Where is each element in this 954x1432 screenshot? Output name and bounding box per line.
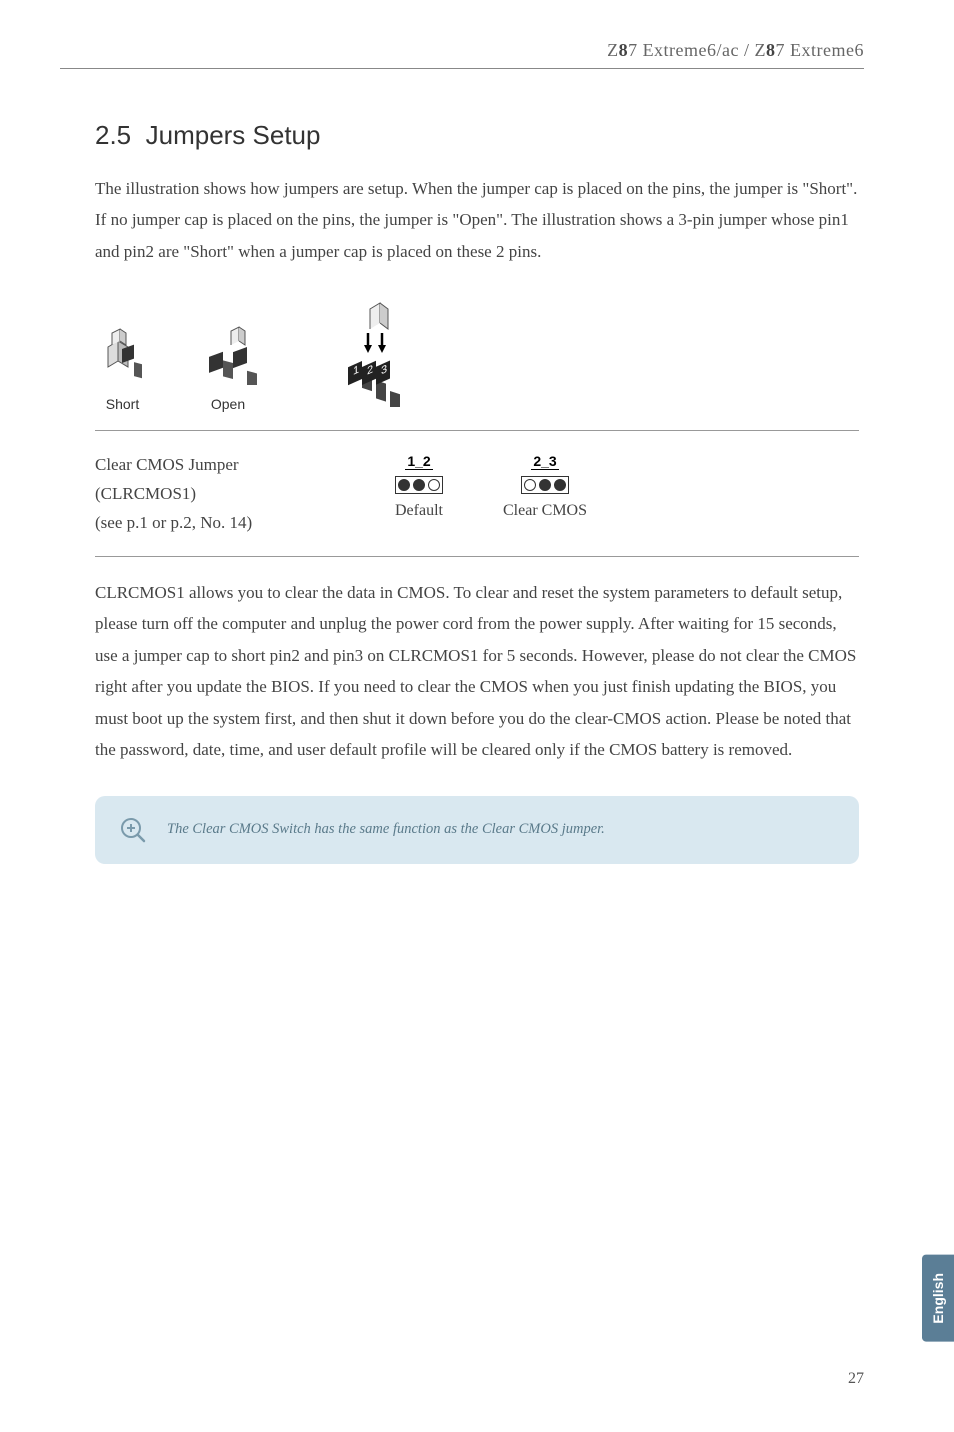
table-bottom-rule: [95, 556, 859, 557]
magnify-plus-icon: [119, 816, 147, 844]
body-paragraph-2: CLRCMOS1 allows you to clear the data in…: [95, 577, 859, 766]
open-label: Open: [198, 396, 258, 412]
pin-2-filled: [413, 479, 425, 491]
default-pin-diagram: 1_2 Default: [395, 453, 443, 520]
default-pin-header: 1_2: [405, 453, 432, 470]
header-rule: [60, 68, 864, 69]
pin-2-filled-b: [539, 479, 551, 491]
jumper-short-icon: [95, 315, 150, 385]
note-callout: The Clear CMOS Switch has the same funct…: [95, 796, 859, 864]
clear-pin-diagram: 2_3 Clear CMOS: [503, 453, 587, 520]
jumper-illustration-row: Short Open: [95, 297, 859, 412]
pin-3-filled: [554, 479, 566, 491]
table-top-rule: [95, 430, 859, 431]
jumper-numbered-icon: 1 2 3: [336, 297, 416, 407]
default-caption: Default: [395, 502, 443, 520]
default-pin-box: [395, 476, 443, 494]
jumper-numbered-block: 1 2 3: [336, 297, 416, 412]
intro-paragraph: The illustration shows how jumpers are s…: [95, 173, 859, 267]
short-label: Short: [95, 396, 150, 412]
jumper-page-ref: (see p.1 or p.2, No. 14): [95, 509, 395, 538]
pin-1-empty: [524, 479, 536, 491]
jumper-open-icon: [198, 315, 258, 385]
clear-pin-box: [521, 476, 569, 494]
jumper-ref: (CLRCMOS1): [95, 480, 395, 509]
jumper-pin-diagrams: 1_2 Default 2_3: [395, 451, 587, 520]
jumper-short-block: Short: [95, 315, 150, 412]
jumper-info-row: Clear CMOS Jumper (CLRCMOS1) (see p.1 or…: [95, 451, 859, 538]
jumper-name: Clear CMOS Jumper: [95, 451, 395, 480]
jumper-open-block: Open: [198, 315, 258, 412]
header-product: Z87 Extreme6/ac / Z87 Extreme6: [607, 40, 864, 61]
page-number: 27: [848, 1370, 864, 1388]
note-text: The Clear CMOS Switch has the same funct…: [167, 821, 605, 838]
pin-1-filled: [398, 479, 410, 491]
jumper-description: Clear CMOS Jumper (CLRCMOS1) (see p.1 or…: [95, 451, 395, 538]
language-tab: English: [922, 1255, 954, 1342]
section-title: 2.5 Jumpers Setup: [95, 120, 859, 151]
section-number: 2.5: [95, 120, 131, 150]
clear-caption: Clear CMOS: [503, 502, 587, 520]
section-title-text: Jumpers Setup: [146, 120, 321, 150]
pin-3-empty: [428, 479, 440, 491]
clear-pin-header: 2_3: [531, 453, 558, 470]
